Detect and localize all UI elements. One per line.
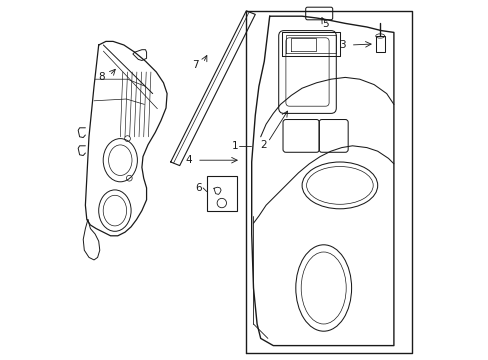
Bar [375,36,384,52]
Text: 6: 6 [195,183,202,193]
Text: 4: 4 [185,155,192,165]
Text: 7: 7 [191,60,198,70]
Text: 2: 2 [260,140,267,150]
Text: 8: 8 [98,72,104,82]
Bar [206,176,237,211]
Text: 3: 3 [339,40,346,50]
Text: 1: 1 [231,141,238,151]
Text: 5: 5 [322,19,328,29]
